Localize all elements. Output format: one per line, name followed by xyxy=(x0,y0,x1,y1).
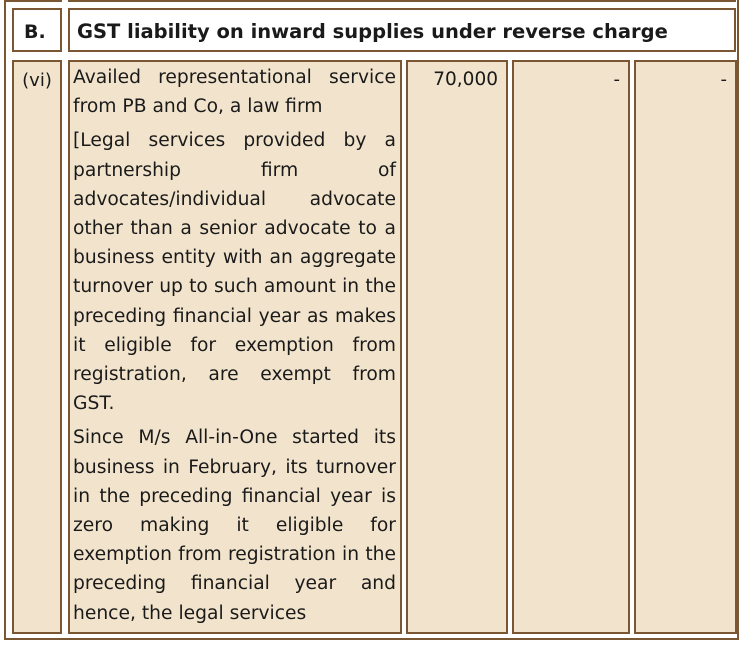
amount-cell: 70,000 xyxy=(406,60,508,634)
description-paragraph: [Legal services provided by a partnershi… xyxy=(73,130,396,415)
amount-value: 70,000 xyxy=(433,69,498,90)
description-paragraph: Since M/s All-in-One started its busines… xyxy=(73,427,396,624)
column-3-value: - xyxy=(613,69,621,90)
section-title-cell: GST liability on inward supplies under r… xyxy=(68,8,736,52)
row-number: (vi) xyxy=(22,70,52,91)
row-number-cell: (vi) xyxy=(12,60,62,634)
section-label-cell: B. xyxy=(12,8,62,52)
prev-row-cell xyxy=(6,0,62,2)
description: Availed representational service from PB… xyxy=(70,62,400,633)
section-label: B. xyxy=(24,21,46,43)
description-cell: Availed representational service from PB… xyxy=(68,60,402,634)
section-title: GST liability on inward supplies under r… xyxy=(77,20,668,43)
prev-row-cell xyxy=(68,0,736,2)
description-paragraph: Availed representational service from PB… xyxy=(73,67,396,118)
column-4-value: - xyxy=(720,69,728,90)
column-3-cell: - xyxy=(512,60,630,634)
gst-table: B. GST liability on inward supplies unde… xyxy=(4,0,739,640)
column-4-cell: - xyxy=(634,60,737,634)
